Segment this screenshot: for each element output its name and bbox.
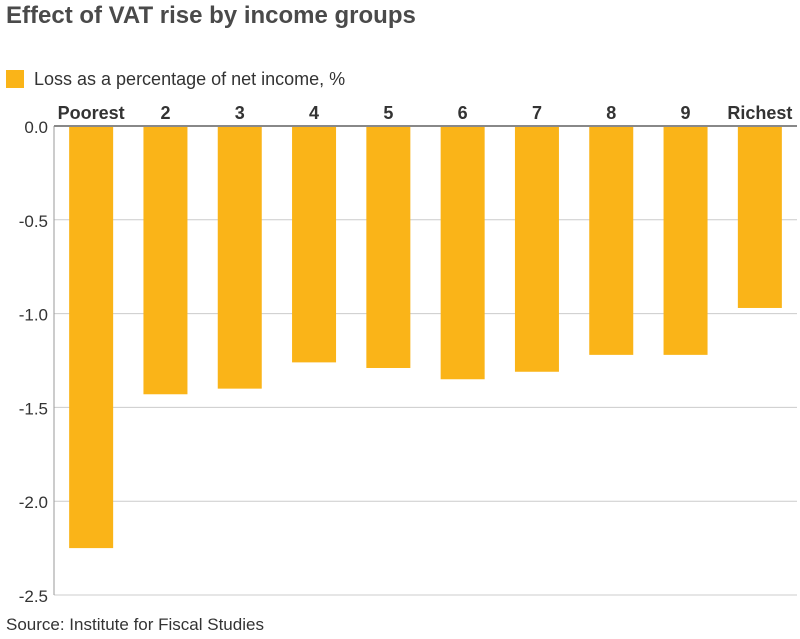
chart-title: Effect of VAT rise by income groups	[6, 2, 416, 29]
bar	[69, 126, 114, 549]
category-label: 2	[160, 103, 170, 123]
bar	[292, 126, 337, 363]
category-label: 6	[458, 103, 468, 123]
bar	[217, 126, 262, 389]
bar	[589, 126, 634, 355]
axes	[53, 125, 797, 595]
category-label: 4	[309, 103, 319, 123]
y-tick-label: -2.5	[19, 587, 48, 606]
bar	[366, 126, 411, 369]
bar	[143, 126, 188, 395]
category-label: 3	[235, 103, 245, 123]
y-tick-label: 0.0	[24, 118, 48, 137]
bar	[737, 126, 782, 308]
legend-swatch	[6, 70, 24, 88]
y-tick-label: -0.5	[19, 212, 48, 231]
category-label: Richest	[727, 103, 792, 123]
y-tick-label: -1.5	[19, 399, 48, 418]
bar	[440, 126, 485, 380]
category-label: Poorest	[58, 103, 125, 123]
source-note: Source: Institute for Fiscal Studies	[6, 615, 264, 634]
y-tick-label: -1.0	[19, 306, 48, 325]
category-label: 7	[532, 103, 542, 123]
bar	[514, 126, 559, 372]
y-tick-label: -2.0	[19, 493, 48, 512]
category-label: 5	[383, 103, 393, 123]
category-labels: Poorest 2 3 4 5 6 7 8 9 Richest	[58, 103, 793, 123]
bars	[69, 126, 782, 549]
legend-label: Loss as a percentage of net income, %	[34, 68, 346, 89]
y-tick-labels: 0.0 -0.5 -1.0 -1.5 -2.0 -2.5	[19, 118, 48, 606]
category-label: 8	[606, 103, 616, 123]
bar	[663, 126, 708, 355]
category-label: 9	[681, 103, 691, 123]
legend: Loss as a percentage of net income, %	[6, 68, 345, 90]
